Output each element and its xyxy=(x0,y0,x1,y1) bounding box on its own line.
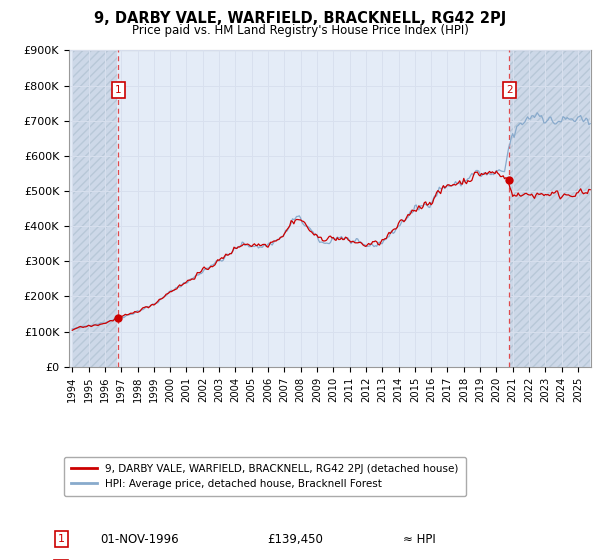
Text: 1: 1 xyxy=(58,534,65,544)
Text: 9, DARBY VALE, WARFIELD, BRACKNELL, RG42 2PJ: 9, DARBY VALE, WARFIELD, BRACKNELL, RG42… xyxy=(94,11,506,26)
Text: ≈ HPI: ≈ HPI xyxy=(403,533,436,546)
Text: £139,450: £139,450 xyxy=(268,533,323,546)
Text: Price paid vs. HM Land Registry's House Price Index (HPI): Price paid vs. HM Land Registry's House … xyxy=(131,24,469,36)
Text: 1: 1 xyxy=(115,85,122,95)
Text: 01-NOV-1996: 01-NOV-1996 xyxy=(100,533,179,546)
Text: 2: 2 xyxy=(506,85,512,95)
Legend: 9, DARBY VALE, WARFIELD, BRACKNELL, RG42 2PJ (detached house), HPI: Average pric: 9, DARBY VALE, WARFIELD, BRACKNELL, RG42… xyxy=(64,457,466,496)
